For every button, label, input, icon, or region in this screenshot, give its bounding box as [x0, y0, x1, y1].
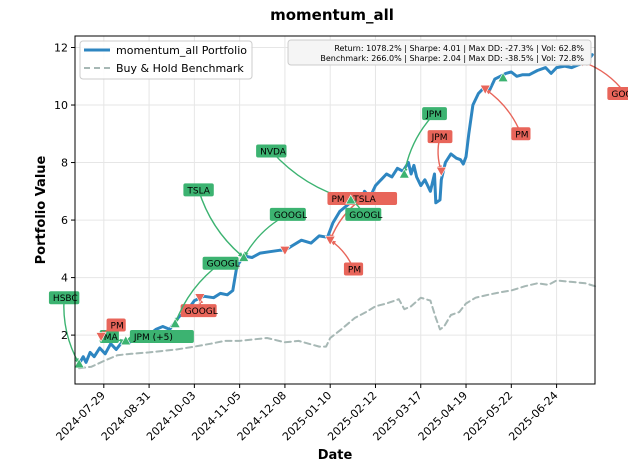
annotation-box	[427, 130, 453, 144]
annotation-label: GOOGL	[207, 260, 240, 270]
buy-marker	[497, 72, 509, 83]
annotation-label: PM	[348, 265, 361, 275]
legend-frame	[79, 40, 253, 80]
annotation-box	[607, 87, 628, 101]
y-axis-ticks: 2 4 6 8 10 12	[54, 42, 75, 342]
legend-label-portfolio: momentum_all Portfolio	[116, 44, 247, 57]
buy-marker	[398, 168, 410, 179]
stats-box-frame	[287, 39, 592, 66]
y-tick-label: 4	[61, 272, 68, 285]
legend-label-benchmark: Buy & Hold Benchmark	[116, 62, 244, 75]
annotation-label: MA	[104, 333, 119, 343]
y-tick-label: 8	[61, 157, 68, 170]
benchmark-line	[78, 279, 596, 370]
sell-marker	[324, 235, 336, 246]
annotation-box	[106, 318, 126, 332]
annotation-box	[422, 107, 447, 121]
legend: momentum_all Portfolio Buy & Hold Benchm…	[79, 40, 253, 80]
y-tick-label: 12	[54, 42, 68, 55]
annotation-arrow	[197, 189, 245, 258]
buy-marker	[169, 317, 181, 328]
sell-marker	[95, 332, 107, 343]
annotation-label: GOOGL	[185, 307, 218, 317]
annotation-box	[183, 183, 214, 197]
annotation-box	[327, 191, 398, 205]
buy-marker	[120, 335, 132, 346]
annotation-label: TSLA	[186, 186, 210, 196]
x-axis-ticks: 2024-07-292024-08-312024-10-032024-11-05…	[54, 384, 561, 443]
series-layer	[77, 53, 596, 370]
stats-line-benchmark: Benchmark: 266.0% | Sharpe: 2.04 | Max D…	[320, 54, 584, 63]
stats-line-strategy: Return: 1078.2% | Sharpe: 4.01 | Max DD:…	[334, 44, 584, 53]
y-tick-label: 6	[61, 214, 68, 227]
annotation-label: NVDA	[260, 148, 287, 158]
annotation-label: GOOGL	[349, 211, 382, 221]
annotation-box	[48, 291, 80, 305]
annotation-box	[343, 262, 364, 276]
sell-marker	[194, 293, 206, 304]
plot-frame	[74, 35, 596, 385]
annotation-box	[202, 256, 239, 270]
annotation-label: PM , TSLA	[331, 195, 376, 205]
annotation-label: JPM	[431, 133, 448, 143]
annotation-label: GOOGL	[611, 90, 628, 100]
marker-layer	[73, 57, 589, 369]
buy-marker	[345, 194, 357, 205]
annotation-box	[511, 127, 531, 141]
annotation-label: PM	[515, 130, 528, 140]
buy-marker	[238, 251, 250, 262]
buy-marker	[73, 358, 85, 369]
annotation-label: JPM (+5)	[133, 333, 173, 343]
annotation-box	[180, 304, 217, 318]
portfolio-line	[77, 53, 594, 366]
annotation-arrow	[484, 88, 522, 135]
annotation-label: HSBC	[53, 294, 78, 304]
annotation-box	[345, 207, 382, 221]
annotation-box	[269, 207, 306, 221]
x-axis-label: Date	[318, 448, 353, 463]
sell-marker	[435, 166, 447, 177]
y-axis-label: Portfolio Value	[34, 155, 49, 264]
y-tick-label: 10	[54, 99, 68, 112]
annotation-label: PM	[111, 322, 124, 332]
annotation-arrow	[63, 297, 80, 365]
annotation-label: GOOGL	[274, 211, 307, 221]
chart-title: momentum_all	[270, 6, 394, 24]
stats-box: Return: 1078.2% | Sharpe: 4.01 | Max DD:…	[287, 39, 592, 66]
annotation-label: JPM	[425, 110, 442, 120]
annotation-box	[256, 144, 287, 158]
annotation-box	[129, 330, 194, 344]
x-tick-label: 2025-06-24	[506, 389, 560, 443]
sell-marker	[279, 245, 291, 256]
annotation-layer: HSBC MA JPM (+5) PM GOOGL GOOGL TSLA GOOGL NVDA P…	[48, 61, 628, 365]
sell-marker	[479, 84, 491, 95]
y-tick-label: 2	[61, 329, 68, 342]
